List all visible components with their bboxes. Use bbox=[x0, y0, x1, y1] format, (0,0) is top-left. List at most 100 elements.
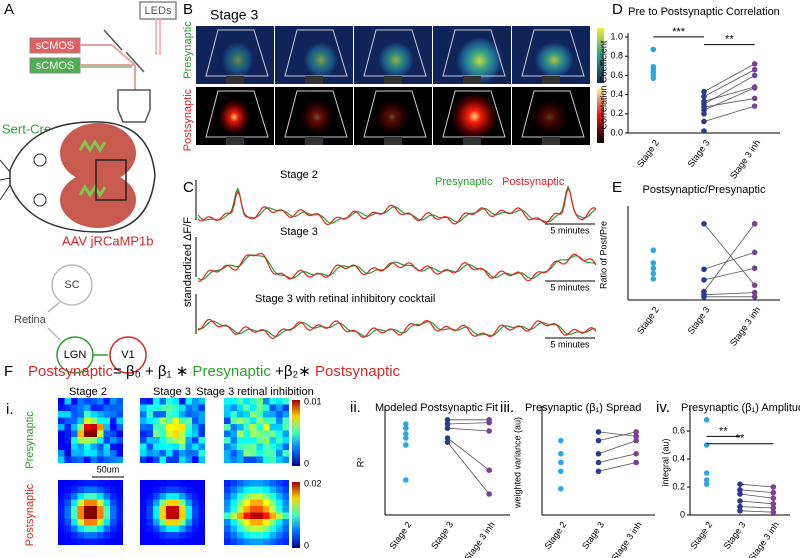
data-point bbox=[770, 495, 777, 502]
colorbar bbox=[292, 482, 300, 548]
heatmap-cell bbox=[256, 437, 263, 444]
heatmap-cell bbox=[90, 480, 97, 487]
y-axis-label: integral (au) bbox=[660, 438, 670, 486]
heatmap-cell bbox=[237, 480, 244, 487]
heatmap-cell bbox=[237, 430, 244, 437]
x-tick-label: Stage 3 inh bbox=[609, 520, 643, 558]
heatmap-cell bbox=[237, 493, 244, 500]
heatmap-cell bbox=[146, 493, 153, 500]
heatmap-cell bbox=[103, 443, 110, 450]
heatmap-cell bbox=[179, 456, 186, 463]
data-point bbox=[737, 498, 743, 504]
heatmap-cell bbox=[110, 486, 117, 493]
heatmap-cell bbox=[185, 398, 192, 405]
heatmap-cell bbox=[140, 486, 147, 493]
heatmap-cell bbox=[146, 499, 153, 506]
heatmap-cell bbox=[58, 506, 65, 513]
activity-blob bbox=[374, 38, 414, 78]
heatmap-cell bbox=[276, 437, 283, 444]
colorbar-label: 0 bbox=[304, 458, 309, 468]
heatmap-cell bbox=[140, 411, 147, 418]
heatmap-cell bbox=[166, 456, 173, 463]
heatmap-cell bbox=[276, 424, 283, 431]
heatmap-cell bbox=[192, 519, 199, 526]
heatmap-cell bbox=[140, 506, 147, 513]
heatmap-cell bbox=[179, 493, 186, 500]
heatmap-cell bbox=[250, 519, 257, 526]
heatmap-cell bbox=[263, 398, 270, 405]
brain bbox=[60, 123, 136, 183]
heatmap-cell bbox=[97, 430, 104, 437]
heatmap-cell bbox=[110, 499, 117, 506]
heatmap-cell bbox=[153, 398, 160, 405]
heatmap-cell bbox=[179, 519, 186, 526]
heatmap-cell bbox=[263, 512, 270, 519]
heatmap-cell bbox=[230, 525, 237, 532]
heatmap-cell bbox=[116, 512, 123, 519]
data-point bbox=[751, 72, 758, 79]
heatmap-cell bbox=[237, 519, 244, 526]
heatmap-cell bbox=[58, 456, 65, 463]
heatmap-cell bbox=[77, 525, 84, 532]
data-point bbox=[595, 437, 602, 444]
heatmap-cell bbox=[276, 532, 283, 539]
heatmap-cell bbox=[71, 411, 78, 418]
heatmap-cell bbox=[140, 538, 147, 545]
panel-letter: B bbox=[183, 1, 193, 18]
roi-outline bbox=[363, 90, 427, 138]
roi-outline bbox=[442, 29, 506, 77]
data-point bbox=[595, 429, 602, 435]
y-axis-label: weighted variance (au) bbox=[512, 417, 522, 509]
heatmap-cell bbox=[159, 443, 166, 450]
significance-label: *** bbox=[672, 26, 686, 38]
heatmap-cell bbox=[172, 532, 179, 539]
heatmap-cell bbox=[198, 538, 205, 545]
colorbar-label: 0.02 bbox=[304, 478, 322, 488]
heatmap-cell bbox=[97, 443, 104, 450]
heatmap-cell bbox=[256, 532, 263, 539]
heatmap-cell bbox=[166, 443, 173, 450]
heatmap-cell bbox=[192, 443, 199, 450]
heatmap-cell bbox=[185, 538, 192, 545]
heatmap-cell bbox=[153, 519, 160, 526]
scale-label: 50um bbox=[97, 464, 120, 474]
heatmap-cell bbox=[282, 532, 289, 539]
heatmap-cell bbox=[110, 450, 117, 457]
heatmap-cell bbox=[198, 499, 205, 506]
heatmap-cell bbox=[243, 450, 250, 457]
heatmap-cell bbox=[185, 493, 192, 500]
data-point bbox=[650, 265, 657, 272]
heatmap-cell bbox=[263, 404, 270, 411]
heatmap-cell bbox=[166, 404, 173, 411]
heatmap-cell bbox=[159, 411, 166, 418]
data-point bbox=[650, 270, 657, 277]
heatmap-cell bbox=[237, 437, 244, 444]
heatmap-cell bbox=[77, 443, 84, 450]
subpanel-label: i. bbox=[6, 401, 14, 418]
heatmap-cell bbox=[159, 404, 166, 411]
data-point bbox=[558, 450, 564, 457]
heatmap-cell bbox=[172, 443, 179, 450]
heatmap-cell bbox=[282, 456, 289, 463]
data-point bbox=[444, 421, 451, 427]
heatmap-cell bbox=[185, 532, 192, 539]
legend-entry: Presynaptic bbox=[435, 176, 493, 188]
heatmap-cell bbox=[153, 443, 160, 450]
heatmap-cell bbox=[250, 538, 257, 545]
heatmap-cell bbox=[179, 404, 186, 411]
heatmap-cell bbox=[116, 538, 123, 545]
data-point bbox=[486, 491, 492, 497]
heatmap-cell bbox=[103, 532, 110, 539]
heatmap-cell bbox=[179, 480, 186, 487]
heatmap-cell bbox=[172, 424, 179, 431]
column-label: Stage 2 bbox=[69, 386, 107, 398]
data-point bbox=[403, 435, 409, 441]
heatmap-cell bbox=[116, 456, 123, 463]
data-point bbox=[650, 247, 657, 254]
column-label: Stage 3 bbox=[153, 386, 191, 398]
heatmap-cell bbox=[103, 417, 110, 424]
activity-blob bbox=[530, 38, 574, 78]
pair-line bbox=[703, 223, 755, 286]
pair-line bbox=[703, 223, 755, 292]
